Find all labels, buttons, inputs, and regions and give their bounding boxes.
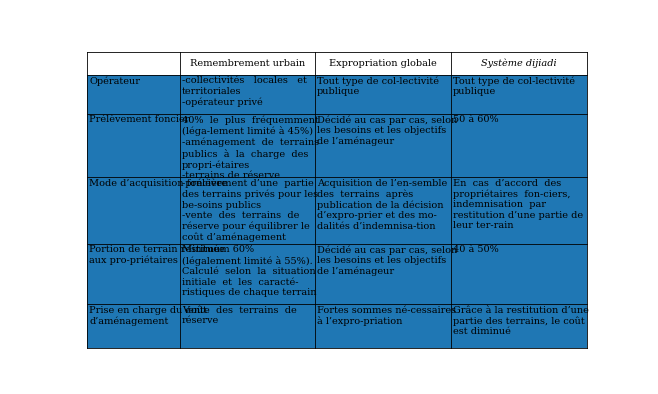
Text: Prélèvement foncier: Prélèvement foncier	[89, 115, 190, 125]
Text: Décidé au cas par cas, selon
les besoins et les objectifs
de l’aménageur: Décidé au cas par cas, selon les besoins…	[316, 245, 457, 276]
Text: 50 à 60%: 50 à 60%	[453, 115, 498, 125]
Bar	[315, 113, 451, 177]
Text: -prélèvement d’une  partie
des terrains privés pour les
be-soins publics
-vente : -prélèvement d’une partie des terrains p…	[182, 179, 318, 242]
Text: Mode d’acquisition foncière: Mode d’acquisition foncière	[89, 179, 228, 188]
Text: 40 à 50%: 40 à 50%	[453, 245, 499, 255]
Bar	[88, 177, 180, 243]
Text: -collectivités   locales   et
territoriales
-opérateur privé: -collectivités locales et territoriales …	[182, 76, 307, 107]
Text: Prise en charge du coût
d’aménagement: Prise en charge du coût d’aménagement	[89, 306, 207, 326]
Text: Fortes sommes né-cessaires
à l’expro-priation: Fortes sommes né-cessaires à l’expro-pri…	[316, 306, 456, 326]
Bar	[451, 177, 587, 243]
Bar	[180, 243, 315, 304]
Text: Minimum 60%
(légalement limité à 55%).
Calculé  selon  la  situation
initiale  e: Minimum 60% (légalement limité à 55%). C…	[182, 245, 316, 297]
Text: Opérateur: Opérateur	[89, 76, 140, 86]
Bar	[315, 177, 451, 243]
Bar	[315, 304, 451, 348]
Bar	[451, 243, 587, 304]
Text: Remembrement urbain: Remembrement urbain	[190, 59, 305, 68]
Bar	[451, 74, 587, 113]
Bar	[88, 74, 180, 113]
Text: Grâce à la restitution d’une
partie des terrains, le coût
est diminué: Grâce à la restitution d’une partie des …	[453, 306, 589, 336]
Bar	[315, 243, 451, 304]
Bar	[88, 113, 180, 177]
Text: Système dijiadi: Système dijiadi	[481, 58, 557, 68]
Bar	[88, 243, 180, 304]
Bar	[180, 74, 315, 113]
Bar	[451, 113, 587, 177]
Text: Acquisition de l’en-semble
des  terrains  après
publication de la décision
d’exp: Acquisition de l’en-semble des terrains …	[316, 179, 447, 230]
Bar	[88, 304, 180, 348]
Bar	[451, 304, 587, 348]
Text: Expropriation globale: Expropriation globale	[329, 59, 436, 68]
Text: Tout type de col-lectivité
publique: Tout type de col-lectivité publique	[453, 76, 574, 96]
Text: Décidé au cas par cas, selon
les besoins et les objectifs
de l’aménageur: Décidé au cas par cas, selon les besoins…	[316, 115, 457, 146]
Text: Vente  des  terrains  de
réserve: Vente des terrains de réserve	[182, 306, 297, 325]
Text: Tout type de col-lectivité
publique: Tout type de col-lectivité publique	[316, 76, 439, 96]
Text: Portion de terrain restituée
aux pro-priétaires: Portion de terrain restituée aux pro-pri…	[89, 245, 225, 266]
Bar	[180, 113, 315, 177]
Bar	[180, 304, 315, 348]
Text: 40%  le  plus  fréquemment
(léga-lement limité à 45%)
-aménagement  de  terrains: 40% le plus fréquemment (léga-lement lim…	[182, 115, 319, 180]
Text: En  cas  d’accord  des
propriétaires  fon-ciers,
indemnisation  par
restitution : En cas d’accord des propriétaires fon-ci…	[453, 179, 583, 230]
Bar	[315, 74, 451, 113]
Bar	[180, 177, 315, 243]
